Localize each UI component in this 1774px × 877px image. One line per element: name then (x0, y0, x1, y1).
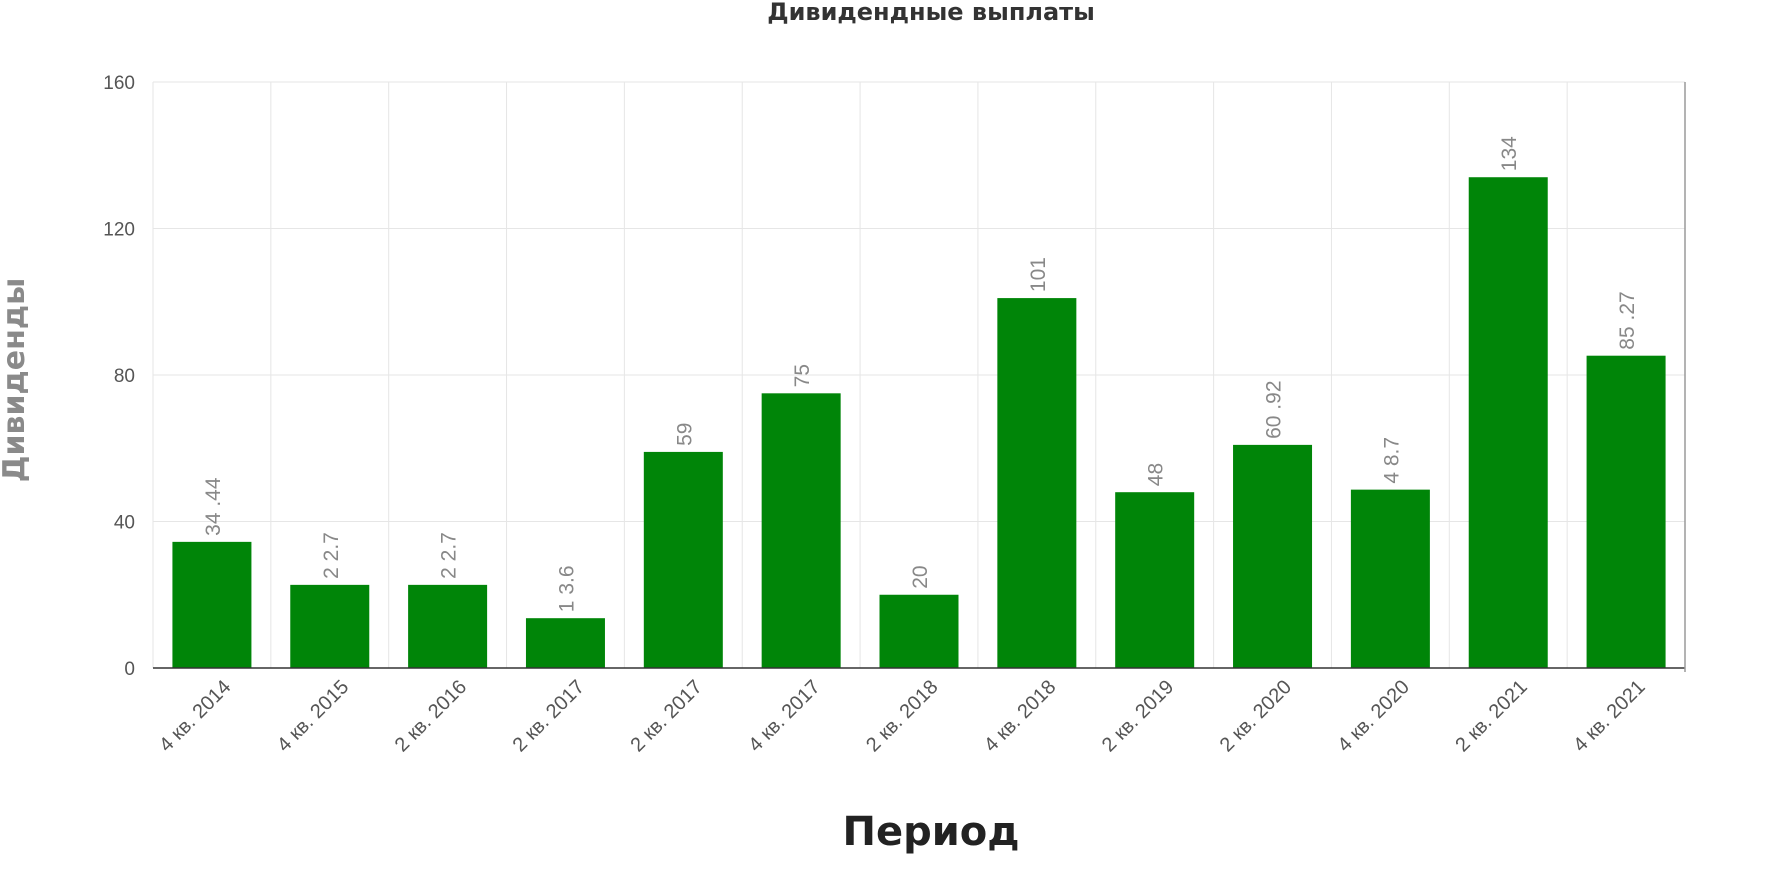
bar (290, 584, 370, 668)
bar (761, 393, 841, 668)
bar (172, 541, 252, 668)
x-tick-label: 4 кв. 2021 (1569, 676, 1649, 756)
data-label: 48 (1145, 463, 1168, 486)
data-label: 75 (791, 364, 814, 387)
data-labels: 34 .44 2 2.7 2 2.7 1 3.6 59 75 20 101 48 60 .92 4 … (202, 136, 1639, 612)
bar (643, 451, 723, 668)
x-tick-label: 2 кв. 2020 (1216, 676, 1296, 756)
x-axis-ticks: 4 кв. 2014 4 кв. 2015 2 кв. 2016 2 кв. 2017… (155, 676, 1650, 756)
y-tick-label: 160 (103, 73, 135, 94)
y-tick-label: 120 (103, 220, 135, 241)
y-tick-label: 0 (124, 659, 135, 680)
bar (1115, 492, 1195, 668)
x-tick-label: 2 кв. 2017 (626, 676, 706, 756)
x-tick-label: 2 кв. 2021 (1451, 676, 1531, 756)
data-label: 101 (1027, 257, 1050, 292)
axes (153, 82, 1686, 672)
y-axis-ticks: 0 40 80 120 160 (103, 73, 135, 680)
y-axis-label: Дивиденды (0, 278, 32, 482)
bar (1468, 177, 1548, 668)
bar (408, 584, 488, 668)
data-label: 20 (909, 565, 932, 588)
bar (1233, 444, 1313, 668)
x-tick-label: 4 кв. 2014 (155, 676, 235, 756)
x-axis-label: Период (842, 809, 1019, 855)
bar (997, 298, 1077, 668)
bar (525, 618, 605, 668)
data-label: 59 (673, 423, 696, 446)
data-label: 60 .92 (1263, 380, 1286, 438)
data-label: 134 (1498, 136, 1521, 171)
y-tick-label: 40 (114, 513, 135, 534)
data-label: 1 3.6 (555, 565, 578, 612)
chart-title: Дивидендные выплаты (767, 0, 1095, 26)
x-tick-label: 4 кв. 2017 (744, 676, 824, 756)
x-tick-label: 2 кв. 2018 (862, 676, 942, 756)
bar (1586, 355, 1666, 668)
data-label: 2 2.7 (438, 532, 461, 579)
bars (172, 177, 1666, 668)
bar (1350, 489, 1430, 668)
data-label: 34 .44 (202, 477, 225, 536)
x-tick-label: 2 кв. 2017 (509, 676, 589, 756)
x-tick-label: 4 кв. 2018 (980, 676, 1060, 756)
data-label: 2 2.7 (320, 532, 343, 579)
x-tick-label: 2 кв. 2016 (391, 676, 471, 756)
bar (879, 594, 959, 668)
y-tick-label: 80 (114, 366, 135, 387)
x-tick-label: 4 кв. 2015 (273, 676, 353, 756)
x-tick-label: 4 кв. 2020 (1334, 676, 1414, 756)
data-label: 85 .27 (1616, 291, 1639, 349)
data-label: 4 8.7 (1380, 437, 1403, 484)
x-tick-label: 2 кв. 2019 (1098, 676, 1178, 756)
